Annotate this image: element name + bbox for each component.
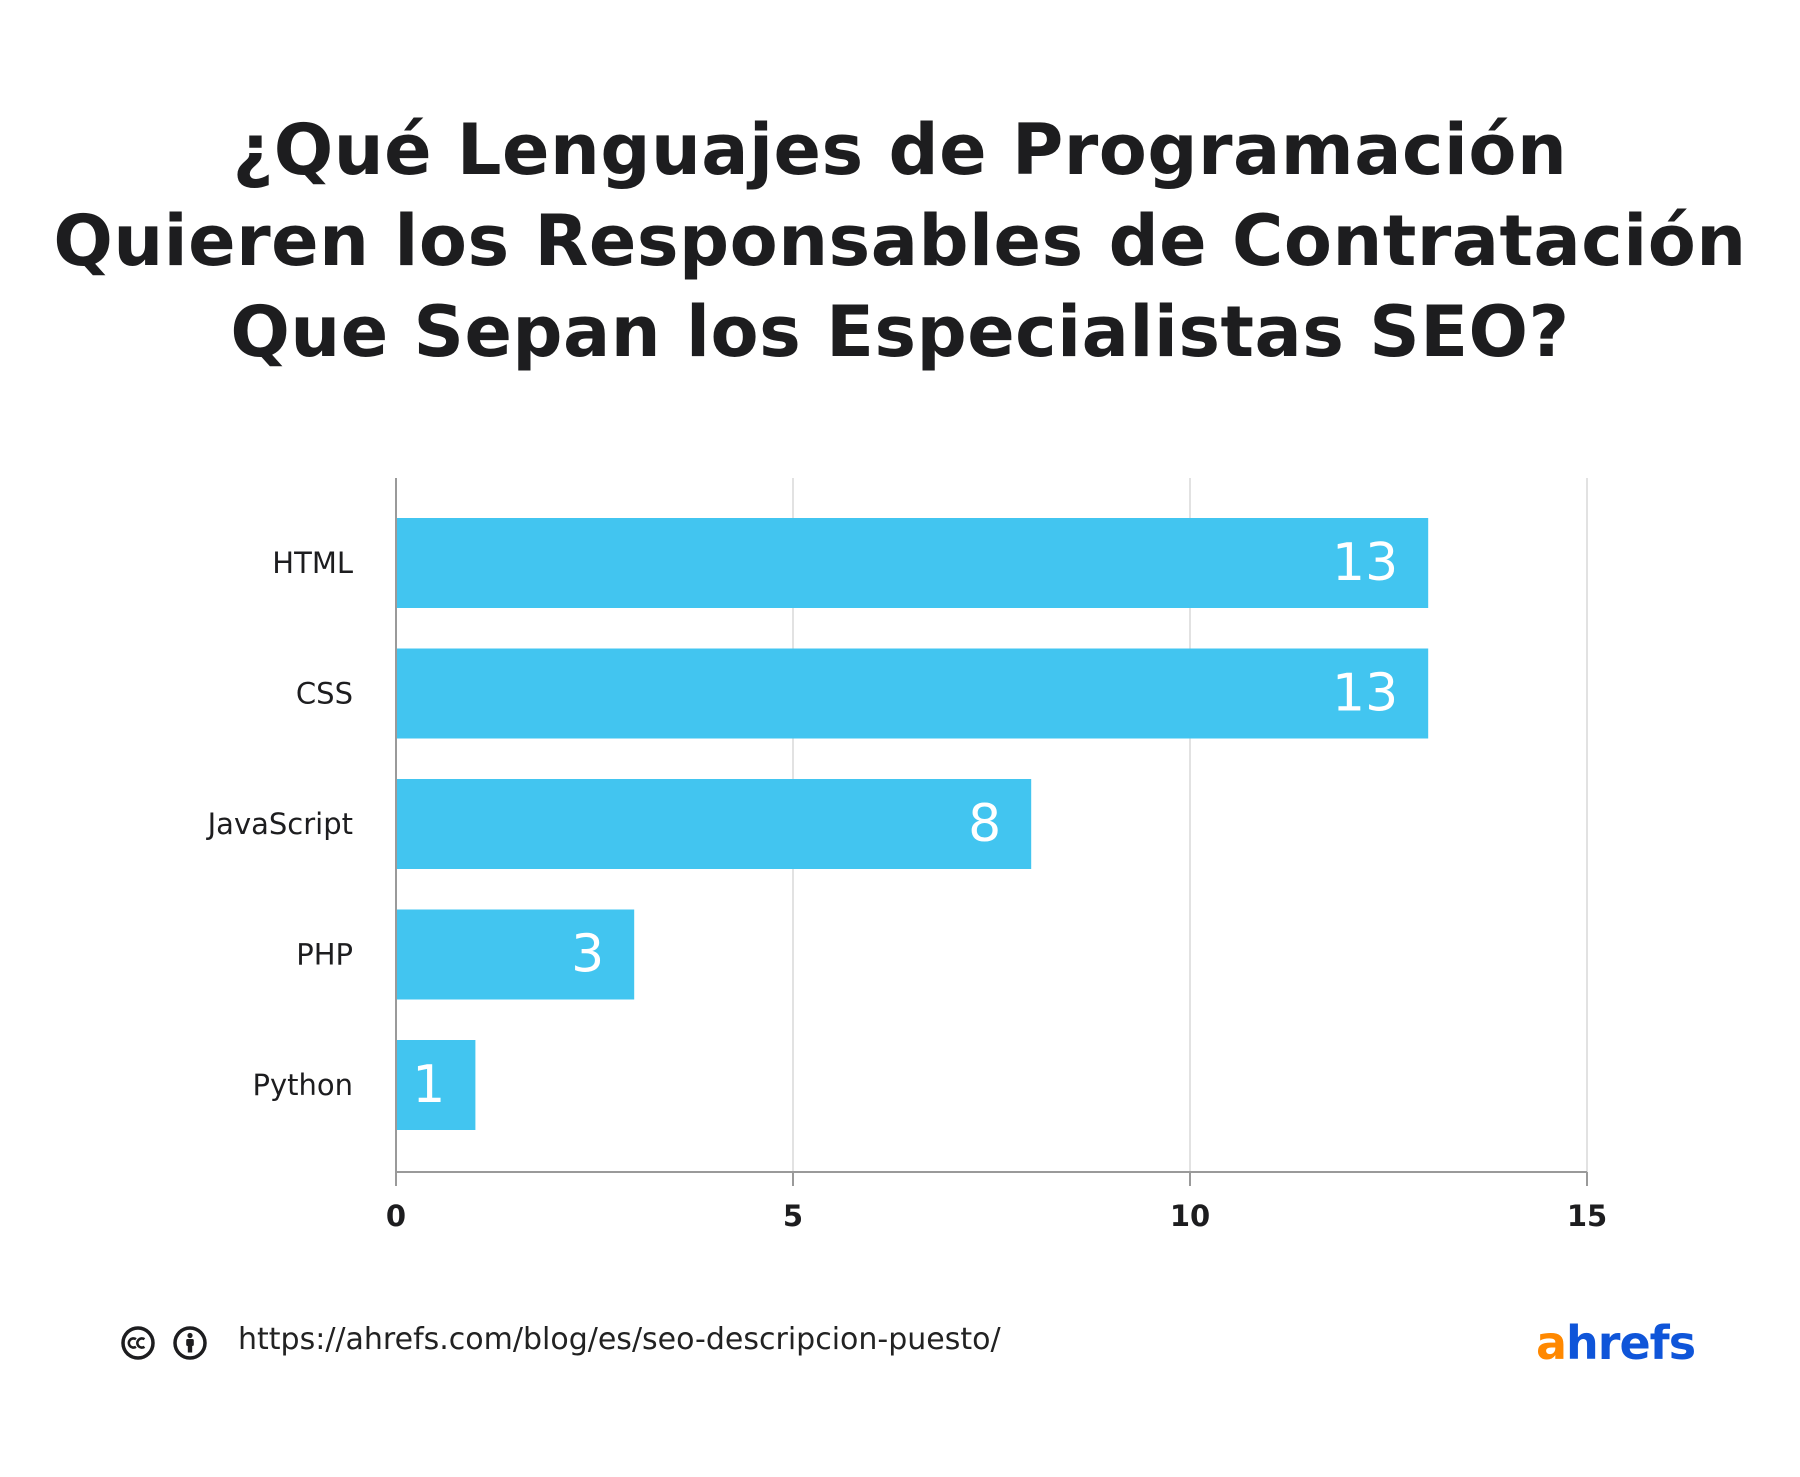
logo-text-rest: hrefs [1566, 1316, 1696, 1370]
category-label: PHP [296, 938, 353, 972]
x-tick-label: 5 [783, 1199, 803, 1233]
bar-value-label: 1 [412, 1055, 445, 1115]
bar-css [396, 648, 1429, 739]
axes [395, 478, 1588, 1186]
category-label: Python [252, 1068, 353, 1102]
bar-value-label: 8 [968, 794, 1001, 854]
chart-title-line-1: ¿Qué Lenguajes de Programación [232, 109, 1568, 191]
chart-title-line-2: Quieren los Responsables de Contratación [53, 200, 1747, 282]
cc-icon [121, 1326, 155, 1360]
bar-chart: 13 HTML 13 CSS 8 JavaScript 3 PHP 1 Python 0 5 10 15 [206, 478, 1608, 1233]
x-tick-label: 10 [1170, 1199, 1210, 1233]
bar-value-label: 13 [1332, 664, 1398, 724]
bar-javascript [396, 779, 1032, 869]
bars [396, 518, 1429, 1130]
bar-html [396, 518, 1429, 608]
attribution-icon [173, 1326, 207, 1360]
labels: 13 HTML 13 CSS 8 JavaScript 3 PHP 1 Python 0 5 10 15 [206, 533, 1608, 1233]
x-tick-label: 15 [1567, 1199, 1607, 1233]
bar-value-label: 13 [1332, 533, 1398, 593]
source-url[interactable]: https://ahrefs.com/blog/es/seo-descripci… [238, 1322, 1001, 1357]
bar-python [396, 1040, 476, 1130]
chart-title-line-3: Que Sepan los Especialistas SEO? [230, 291, 1570, 373]
x-tick-label: 0 [386, 1199, 406, 1233]
category-label: CSS [296, 677, 353, 711]
bar-php [396, 909, 635, 1000]
logo-letter-a: a [1536, 1316, 1567, 1370]
bar-value-label: 3 [571, 925, 604, 985]
ahrefs-logo[interactable]: ahrefs [1536, 1316, 1696, 1370]
chart-title: ¿Qué Lenguajes de Programación Quieren l… [0, 105, 1800, 378]
category-label: HTML [272, 546, 353, 580]
category-label: JavaScript [206, 807, 353, 841]
